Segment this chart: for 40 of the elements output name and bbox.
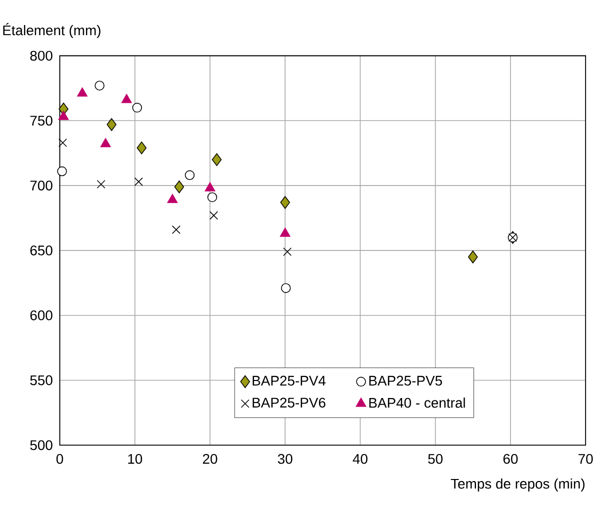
point	[209, 211, 218, 220]
x-tick-label: 30	[278, 454, 292, 464]
y-tick-label: 500	[30, 440, 52, 450]
x-tick-label: 70	[578, 454, 593, 464]
point	[283, 248, 292, 256]
legend-label: BAP25-PV5	[369, 376, 442, 386]
y-tick-label: 600	[30, 310, 52, 320]
point	[136, 142, 147, 154]
x-tick-label: 0	[56, 454, 64, 464]
y-tick-label: 800	[30, 50, 52, 61]
y-tick-label: 700	[30, 180, 52, 191]
legend-label: BAP25-PV6	[252, 398, 326, 408]
point	[212, 153, 222, 166]
x-tick-label: 50	[428, 454, 443, 464]
point	[57, 166, 67, 176]
point	[96, 180, 106, 189]
point	[100, 138, 111, 148]
x-axis-title: Temps de repos (min)	[450, 478, 585, 492]
point	[76, 87, 88, 97]
point	[174, 180, 184, 194]
y-tick-label: 650	[30, 246, 52, 256]
x-tick-label: 20	[202, 454, 218, 464]
point	[172, 225, 180, 234]
point	[121, 94, 132, 104]
point	[204, 182, 216, 192]
point	[106, 118, 116, 131]
point	[58, 138, 68, 148]
x-tick-label: 10	[128, 454, 142, 464]
point	[167, 194, 178, 204]
point	[468, 250, 478, 264]
y-axis-title: Étalement (mm)	[3, 23, 100, 38]
y-tick-label: 750	[30, 116, 52, 126]
y-tick-label: 550	[30, 375, 52, 386]
point	[134, 177, 143, 186]
x-tick-label: 40	[352, 454, 368, 464]
point	[280, 196, 290, 209]
legend-label: BAP25-PV4	[252, 376, 326, 386]
point	[58, 110, 69, 120]
x-tick-label: 60	[503, 454, 518, 464]
legend-label: BAP40 - central	[369, 398, 465, 408]
